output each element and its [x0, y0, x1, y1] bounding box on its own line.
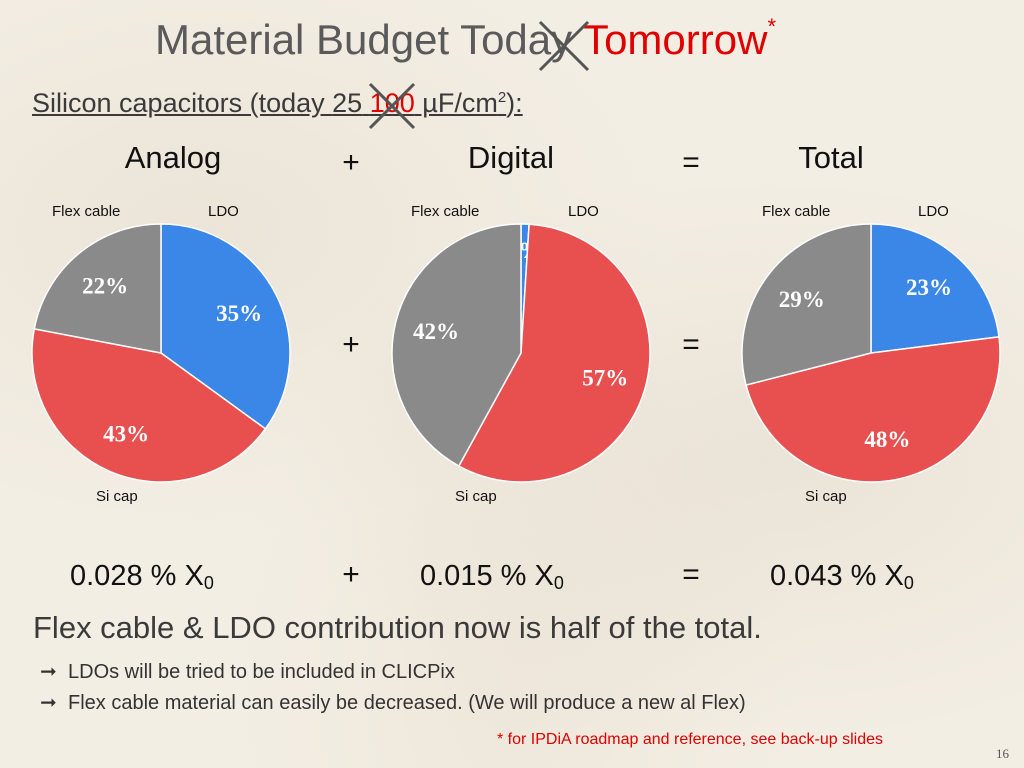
value-analog-sub: 0	[203, 573, 214, 593]
pie-chart-digital: 1%57%42%	[391, 223, 651, 483]
subtitle-strike-icon	[368, 82, 416, 130]
value-total-sub: 0	[903, 573, 914, 593]
pie-label-flex-cable: 29%	[779, 287, 825, 312]
value-analog-num: 0.028 % X	[70, 560, 204, 592]
title-new: Tomorrow	[583, 16, 768, 63]
value-digital: 0.015 % X0	[420, 560, 564, 594]
total-sicap-label: Si cap	[805, 488, 847, 505]
pie-chart-analog: 35% 43% 22%	[31, 223, 291, 483]
conclusion-text: Flex cable & LDO contribution now is hal…	[33, 610, 762, 645]
value-digital-sub: 0	[553, 573, 564, 593]
middle-plus: +	[342, 328, 360, 361]
subtitle-sup: 2	[497, 89, 507, 106]
pie-slice-si-cap	[745, 335, 1001, 483]
pie-slice-ldo	[870, 223, 1000, 354]
title-mark: *	[767, 14, 777, 39]
arrow-right-icon: ➞	[40, 692, 57, 714]
pie-label-si-cap: 43%	[103, 422, 149, 447]
title-old: Material Budget Today	[155, 16, 573, 63]
analog-sicap-label: Si cap	[96, 488, 138, 505]
header-total: Total	[798, 140, 864, 175]
value-equals: =	[682, 558, 700, 591]
slide-title: Material Budget Today Tomorrow*	[155, 14, 776, 64]
subtitle: Silicon capacitors (today 25 100 µF/cm2)…	[32, 88, 523, 119]
analog-ldo-label: LDO	[208, 203, 239, 220]
value-analog: 0.028 % X0	[70, 560, 214, 594]
pie-label-si-cap: 57%	[582, 365, 628, 390]
header-analog: Analog	[124, 140, 222, 175]
pie-slice-flex-cable	[391, 223, 522, 468]
pie-label-ldo: 35%	[216, 301, 262, 326]
total-flex-label: Flex cable	[762, 203, 831, 220]
header-equals: =	[682, 146, 700, 179]
bullet-text: Flex cable material can easily be decrea…	[68, 692, 746, 714]
pie-slice-si-cap	[457, 223, 651, 483]
pie-slice-flex-cable	[741, 223, 872, 386]
footnote: * for IPDiA roadmap and reference, see b…	[497, 731, 883, 748]
page-number: 16	[996, 746, 1009, 761]
digital-sicap-label: Si cap	[455, 488, 497, 505]
pie-label-si-cap: 48%	[864, 427, 910, 452]
bullet-text: LDOs will be tried to be included in CLI…	[68, 661, 455, 683]
bullet-item: ➞ LDOs will be tried to be included in CL…	[40, 659, 455, 684]
subtitle-old: 25	[332, 88, 363, 118]
value-digital-num: 0.015 % X	[420, 560, 554, 592]
analog-flex-label: Flex cable	[52, 203, 121, 220]
pie-slice-si-cap	[31, 327, 267, 483]
subtitle-suffix: µF/cm	[414, 88, 498, 118]
total-ldo-label: LDO	[918, 203, 949, 220]
pie-label-flex-cable: 42%	[413, 319, 459, 344]
header-plus: +	[342, 146, 360, 179]
subtitle-prefix: Silicon capacitors (today	[32, 88, 333, 118]
pie-slice-ldo	[160, 223, 291, 430]
header-digital: Digital	[467, 140, 555, 175]
arrow-right-icon: ➞	[40, 661, 57, 683]
subtitle-end: ):	[506, 88, 523, 118]
pie-label-flex-cable: 22%	[82, 273, 128, 298]
bullet-item: ➞ Flex cable material can easily be decre…	[40, 690, 746, 715]
pie-slice-flex-cable	[33, 223, 162, 354]
digital-flex-label: Flex cable	[411, 203, 480, 220]
middle-equals: =	[682, 328, 700, 361]
value-total: 0.043 % X0	[770, 560, 914, 594]
pie-chart-total: 23% 48% 29%	[741, 223, 1001, 483]
value-plus: +	[342, 558, 360, 591]
title-strike-icon	[538, 20, 590, 72]
value-total-num: 0.043 % X	[770, 560, 904, 592]
pie-label-ldo: 23%	[906, 275, 952, 300]
digital-ldo-label: LDO	[568, 203, 599, 220]
